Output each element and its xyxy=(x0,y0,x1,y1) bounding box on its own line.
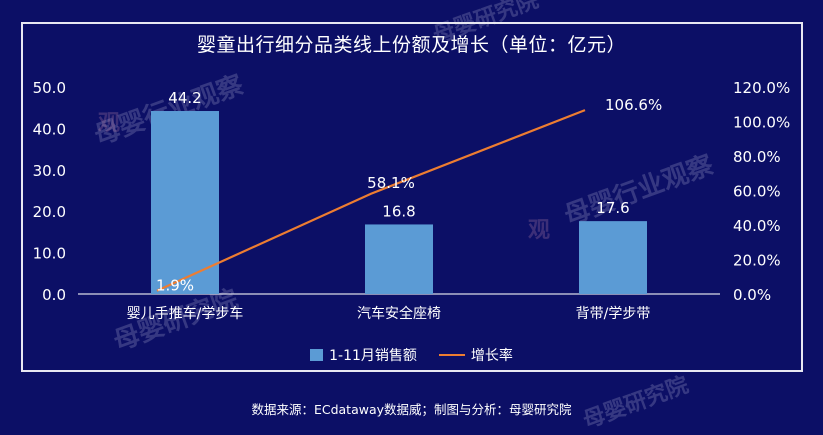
y-right-tick-label: 80.0% xyxy=(733,148,781,166)
growth-value-label: 58.1% xyxy=(367,174,415,192)
growth-value-label: 106.6% xyxy=(605,96,662,114)
legend-item-growth: 增长率 xyxy=(439,345,513,365)
growth-value-label: 1.9% xyxy=(156,277,194,295)
y-left-tick-label: 50.0 xyxy=(33,79,66,97)
x-category-label: 汽车安全座椅 xyxy=(357,305,441,322)
y-left-tick-label: 30.0 xyxy=(33,162,66,180)
data-source-note: 数据来源：ECdataway数据威；制图与分析：母婴研究院 xyxy=(0,399,823,418)
x-category-label: 婴儿手推车/学步车 xyxy=(127,305,244,322)
legend-item-sales: 1-11月销售额 xyxy=(310,345,417,365)
legend: 1-11月销售额 增长率 xyxy=(0,345,823,365)
bar xyxy=(365,224,433,294)
legend-swatch-line xyxy=(439,354,465,356)
y-left-tick-label: 40.0 xyxy=(33,120,66,138)
y-left-tick-label: 10.0 xyxy=(33,245,66,263)
y-right-tick-label: 120.0% xyxy=(733,79,790,97)
bar-value-label: 16.8 xyxy=(382,202,415,220)
y-right-tick-label: 100.0% xyxy=(733,114,790,132)
y-left-tick-label: 20.0 xyxy=(33,203,66,221)
x-category-label: 背带/学步带 xyxy=(576,306,651,322)
y-right-tick-label: 40.0% xyxy=(733,217,781,235)
legend-label-growth: 增长率 xyxy=(471,345,513,365)
legend-swatch-bar xyxy=(310,349,323,361)
bar-value-label: 17.6 xyxy=(596,199,629,217)
bar-value-label: 44.2 xyxy=(168,89,201,107)
y-right-tick-label: 20.0% xyxy=(733,252,781,270)
y-right-tick-label: 60.0% xyxy=(733,183,781,201)
bar xyxy=(579,221,647,294)
y-left-tick-label: 0.0 xyxy=(42,286,66,304)
y-right-tick-label: 0.0% xyxy=(733,286,771,304)
legend-label-sales: 1-11月销售额 xyxy=(329,345,417,365)
